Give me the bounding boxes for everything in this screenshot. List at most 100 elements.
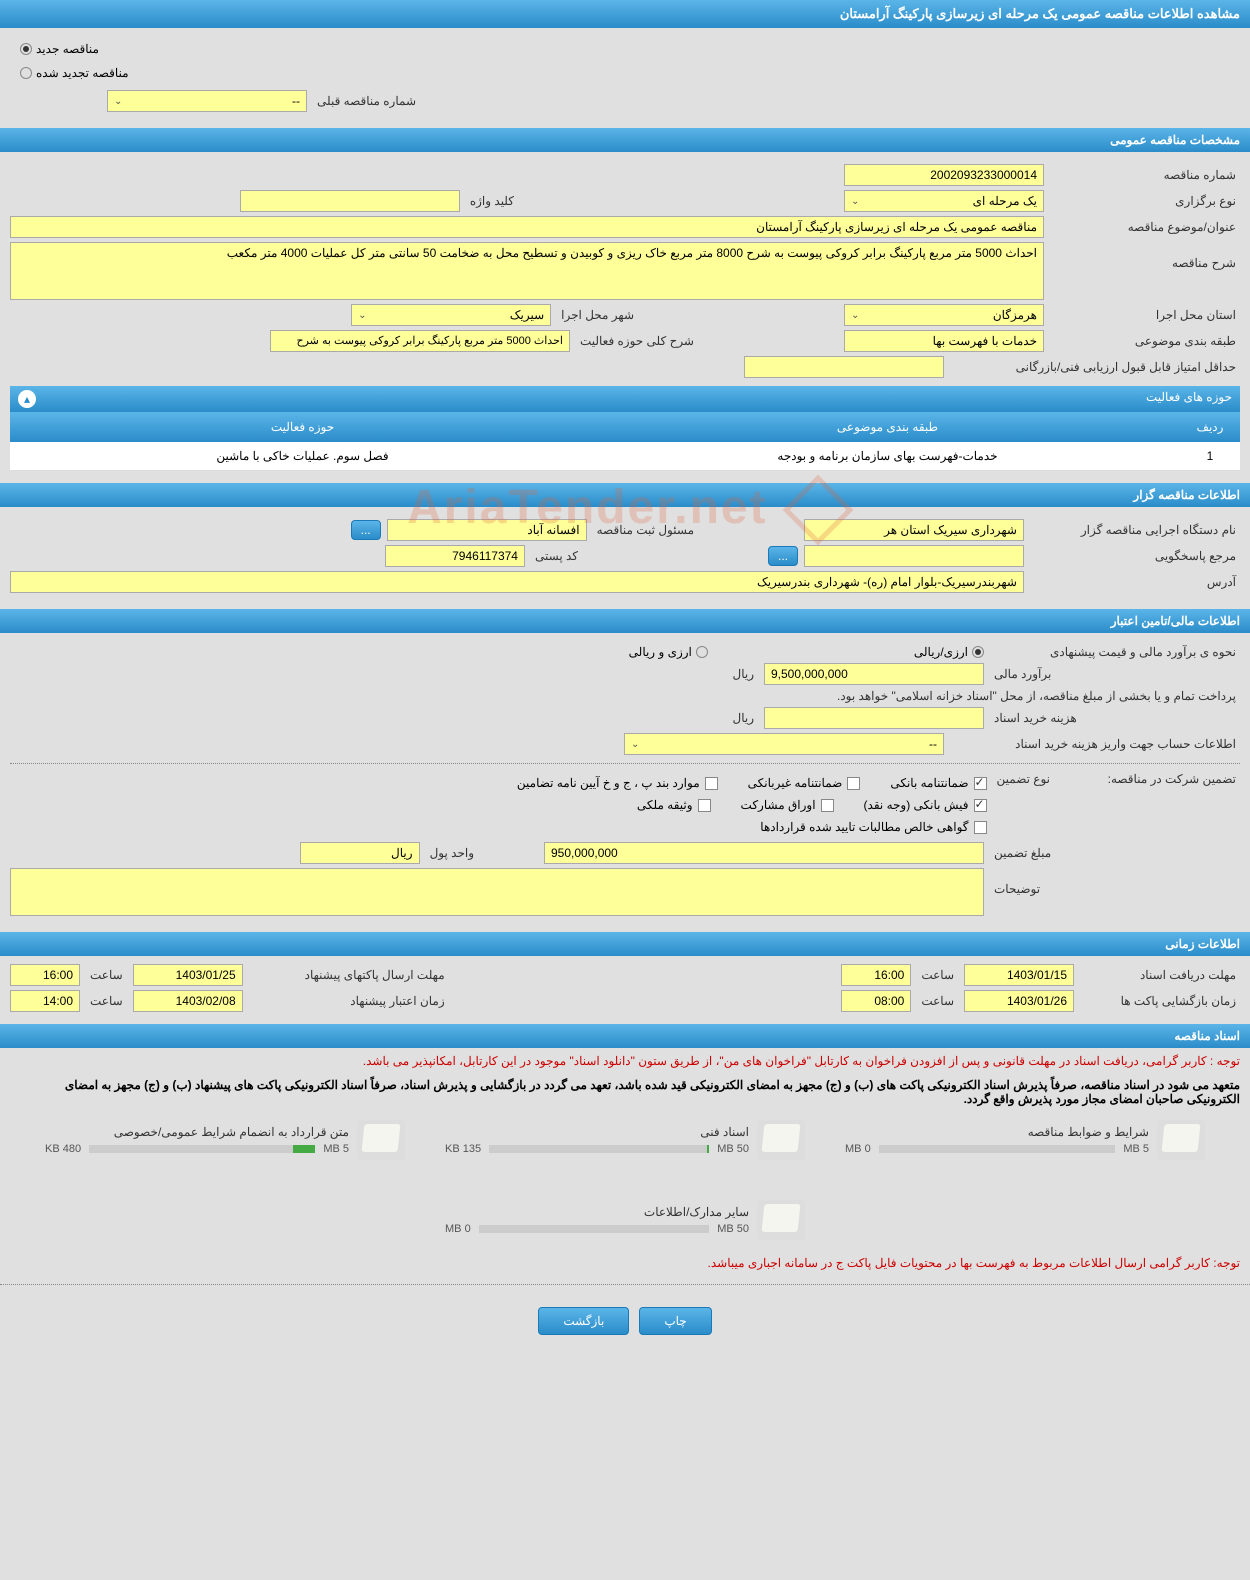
chevron-down-icon: ⌄ [114,96,122,107]
estimate-label: برآورد مالی [990,667,1240,681]
collapse-icon[interactable]: ▴ [18,390,36,408]
file-name: شرایط و ضوابط مناقصه [845,1125,1149,1139]
radio-dot [696,646,708,658]
section-timing-header: اطلاعات زمانی [0,932,1250,956]
org-name-label: نام دستگاه اجرایی مناقصه گزار [1030,523,1240,537]
radio-new-dot [20,43,32,55]
notes-label: توضیحات [990,868,1240,896]
org-name-field: شهرداری سیریک استان هر [804,519,1024,541]
radio-new-label: مناقصه جدید [36,42,99,56]
cb-property[interactable]: وثیقه ملکی [637,798,711,812]
city-select[interactable]: سیریک ⌄ [351,304,551,326]
dots-button[interactable]: ... [351,520,381,540]
cb-label: فیش بانکی (وجه نقد) [864,798,969,812]
category-label: طبقه بندی موضوعی [1050,334,1240,348]
file-used: 480 KB [45,1143,81,1155]
back-button[interactable]: بازگشت [538,1307,629,1335]
file-used: 0 MB [845,1143,871,1155]
cell-row: 1 [1180,446,1240,466]
table-row: 1 خدمات-فهرست بهای سازمان برنامه و بودجه… [10,442,1240,471]
treasury-note: پرداخت تمام و یا بخشی از مبلغ مناقصه، از… [833,689,1240,703]
radio-fx-and-rial[interactable]: ارزی و ریالی [629,645,708,659]
category-field: خدمات با فهرست بها [844,330,1044,352]
radio-new-tender[interactable]: مناقصه جدید [20,42,99,56]
progress-bar [879,1145,1116,1153]
hold-type-select[interactable]: یک مرحله ای ⌄ [844,190,1044,212]
page-title: مشاهده اطلاعات مناقصه عمومی یک مرحله ای … [0,0,1250,28]
dots-button[interactable]: ... [768,546,798,566]
doc-note-3: توجه: کاربر گرامی ارسال اطلاعات مربوط به… [0,1250,1250,1276]
keyword-label: کلید واژه [466,194,518,208]
cell-category: خدمات-فهرست بهای سازمان برنامه و بودجه [595,446,1180,466]
responder-field[interactable] [804,545,1024,567]
checkbox-icon [974,821,987,834]
open-time-date: 1403/01/26 [964,990,1074,1012]
file-item[interactable]: متن قرارداد به انضمام شرایط عمومی/خصوصی … [45,1120,405,1160]
radio-fx-rial[interactable]: ارزی/ریالی [914,645,984,659]
address-label: آدرس [1030,575,1240,589]
keyword-field[interactable] [240,190,460,212]
province-label: استان محل اجرا [1050,308,1240,322]
notes-field[interactable] [10,868,984,916]
chevron-down-icon: ⌄ [631,739,639,750]
print-button[interactable]: چاپ [639,1307,711,1335]
account-info-value: -- [929,737,937,751]
cb-participation[interactable]: اوراق مشارکت [741,798,834,812]
min-score-field[interactable] [744,356,944,378]
prev-number-value: -- [292,94,300,108]
postal-field: 7946117374 [385,545,525,567]
estimate-field: 9,500,000,000 [764,663,984,685]
chevron-down-icon: ⌄ [851,196,859,207]
postal-label: کد پستی [531,549,582,563]
cb-bank-slip[interactable]: فیش بانکی (وجه نقد) [864,798,987,812]
estimate-unit: ریال [728,667,758,681]
time-label: ساعت [86,968,127,982]
activity-table-title: حوزه های فعالیت [1146,390,1232,408]
cb-label: گواهی خالص مطالبات تایید شده قراردادها [760,820,968,834]
doc-cost-field[interactable] [764,707,984,729]
cb-label: اوراق مشارکت [741,798,816,812]
account-info-label: اطلاعات حساب جهت واریز هزینه خرید اسناد [950,737,1240,751]
progress-bar [89,1145,315,1153]
file-total: 50 MB [717,1223,749,1235]
file-total: 5 MB [323,1143,349,1155]
progress-bar [489,1145,709,1153]
cb-nonbank-guarantee[interactable]: ضمانتنامه غیربانکی [748,776,861,790]
cb-label: ضمانتنامه بانکی [890,776,968,790]
account-info-select[interactable]: -- ⌄ [624,733,944,755]
submit-deadline-date: 1403/01/25 [133,964,243,986]
file-item[interactable]: شرایط و ضوابط مناقصه 5 MB 0 MB [845,1120,1205,1160]
validity-time: 14:00 [10,990,80,1012]
activity-table-title-bar: حوزه های فعالیت ▴ [10,386,1240,412]
checkbox-icon [698,799,711,812]
currency-unit-field: ریال [300,842,420,864]
validity-label: زمان اعتبار پیشنهاد [249,994,449,1008]
activity-desc-label: شرح کلی حوزه فعالیت [576,334,698,348]
receive-deadline-label: مهلت دریافت اسناد [1080,968,1240,982]
reg-officer-label: مسئول ثبت مناقصه [593,523,698,537]
subject-label: عنوان/موضوع مناقصه [1050,220,1240,234]
section-organizer-header: اطلاعات مناقصه گزار [0,483,1250,507]
subject-field: مناقصه عمومی یک مرحله ای زیرسازی پارکینگ… [10,216,1044,238]
col-row: ردیف [1180,417,1240,437]
open-time-label: زمان بازگشایی پاکت ها [1080,994,1240,1008]
checkbox-icon [821,799,834,812]
folder-icon [357,1120,405,1160]
radio-renewed-tender[interactable]: مناقصه تجدید شده [20,66,129,80]
cb-clauses[interactable]: موارد بند پ ، ج و خ آیین نامه تضامین [517,776,718,790]
doc-note-2: متعهد می شود در اسناد مناقصه، صرفاً پذیر… [0,1074,1250,1110]
activity-desc-field: احداث 5000 متر مربع پارکینگ برابر کروکی … [270,330,570,352]
radio-renewed-label: مناقصه تجدید شده [36,66,129,80]
activity-table-header: ردیف طبقه بندی موضوعی حوزه فعالیت [10,412,1240,442]
tender-number-label: شماره مناقصه [1050,168,1240,182]
cb-receivables[interactable]: گواهی خالص مطالبات تایید شده قراردادها [760,820,986,834]
city-label: شهر محل اجرا [557,308,638,322]
city-value: سیریک [510,308,544,322]
description-label: شرح مناقصه [1050,242,1240,270]
province-select[interactable]: هرمزگان ⌄ [844,304,1044,326]
file-item[interactable]: سایر مدارک/اطلاعات 50 MB 0 MB [445,1200,805,1240]
checkbox-icon [974,799,987,812]
cb-bank-guarantee[interactable]: ضمانتنامه بانکی [890,776,986,790]
prev-number-select[interactable]: -- ⌄ [107,90,307,112]
file-item[interactable]: اسناد فنی 50 MB 135 KB [445,1120,805,1160]
